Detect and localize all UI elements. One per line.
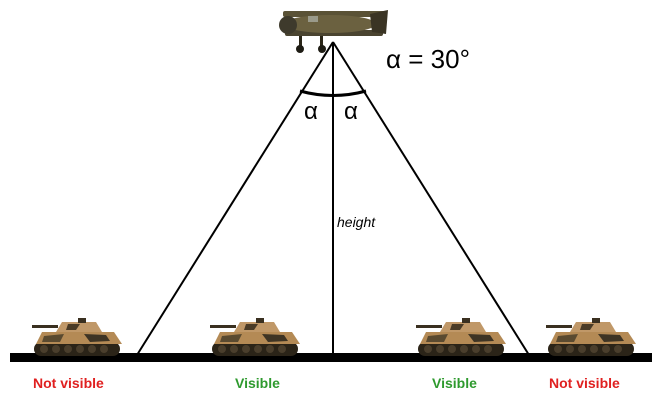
half-angle-left-label: α <box>304 98 318 125</box>
tank-icon <box>416 318 506 356</box>
tank-label-4: Not visible <box>549 375 620 391</box>
tank-icon <box>210 318 300 356</box>
height-label: height <box>337 214 376 230</box>
ground-bar <box>10 353 652 362</box>
tank-label-1: Not visible <box>33 375 104 391</box>
left-sight-line <box>136 41 334 356</box>
tank-icon <box>546 318 636 356</box>
tank-label-2: Visible <box>235 375 280 391</box>
tank-icon <box>32 318 122 356</box>
angle-arc <box>299 89 367 97</box>
angle-label: α = 30° <box>386 44 470 74</box>
tank-label-3: Visible <box>432 375 477 391</box>
airplane-icon <box>279 10 388 53</box>
right-sight-line <box>332 41 530 356</box>
half-angle-right-label: α <box>344 98 358 125</box>
